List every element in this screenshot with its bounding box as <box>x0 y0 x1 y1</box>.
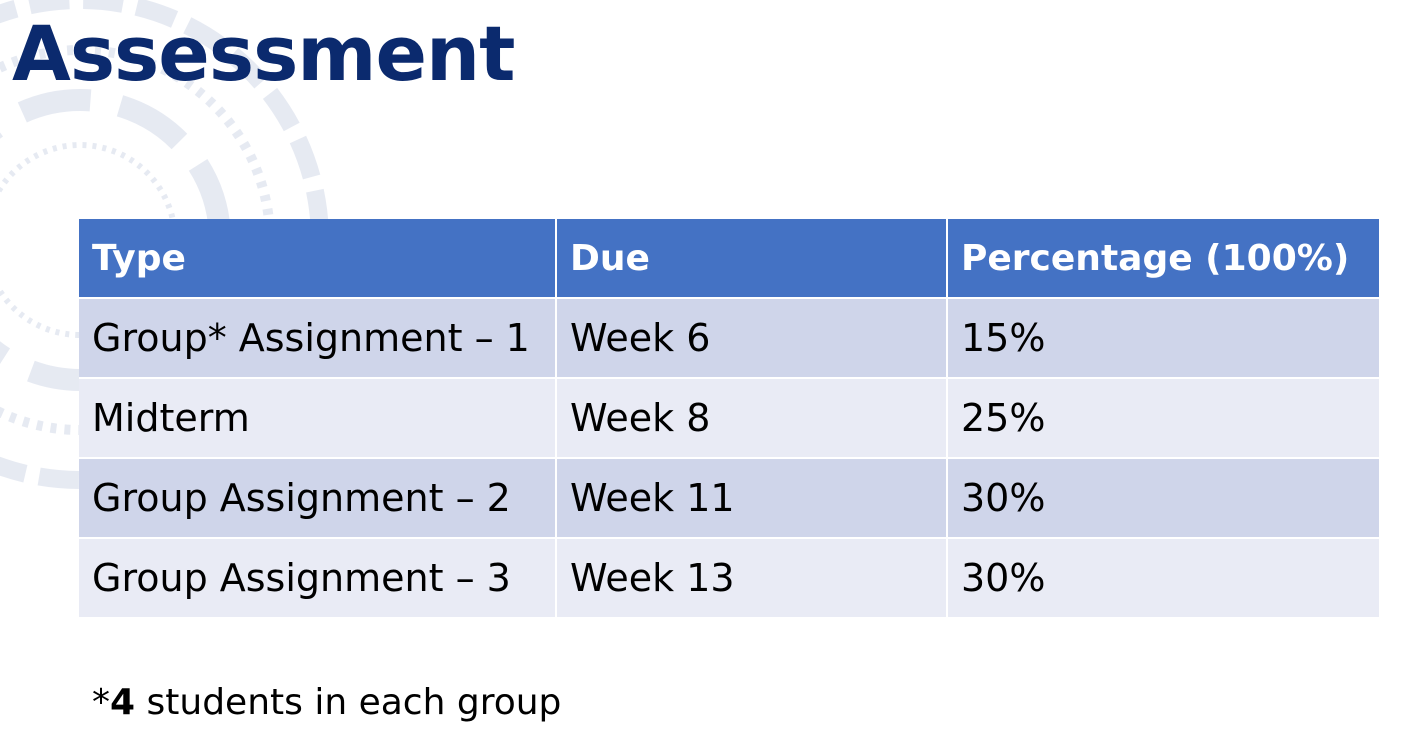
table-row: Group* Assignment – 1 Week 6 15% <box>79 297 1379 379</box>
cell-percentage: 15% <box>946 297 1379 379</box>
cell-type: Group Assignment – 2 <box>79 457 557 539</box>
cell-percentage: 25% <box>946 377 1379 459</box>
footnote-prefix: * <box>92 682 110 723</box>
footnote-text: students in each group <box>135 682 562 723</box>
header-percentage: Percentage (100%) <box>946 219 1379 299</box>
table-row: Midterm Week 8 25% <box>79 377 1379 459</box>
cell-percentage: 30% <box>946 457 1379 539</box>
cell-due: Week 11 <box>555 457 948 539</box>
footnote: *4 students in each group <box>92 682 561 723</box>
slide-title: Assessment <box>12 9 515 98</box>
cell-type: Midterm <box>79 377 557 459</box>
cell-type: Group* Assignment – 1 <box>79 297 557 379</box>
header-type: Type <box>79 219 557 299</box>
table-row: Group Assignment – 3 Week 13 30% <box>79 537 1379 617</box>
cell-due: Week 13 <box>555 537 948 617</box>
header-due: Due <box>555 219 948 299</box>
footnote-count: 4 <box>110 682 136 723</box>
cell-due: Week 6 <box>555 297 948 379</box>
cell-due: Week 8 <box>555 377 948 459</box>
table-header-row: Type Due Percentage (100%) <box>79 219 1379 299</box>
table-row: Group Assignment – 2 Week 11 30% <box>79 457 1379 539</box>
cell-percentage: 30% <box>946 537 1379 617</box>
cell-type: Group Assignment – 3 <box>79 537 557 617</box>
assessment-table: Type Due Percentage (100%) Group* Assign… <box>79 219 1379 617</box>
